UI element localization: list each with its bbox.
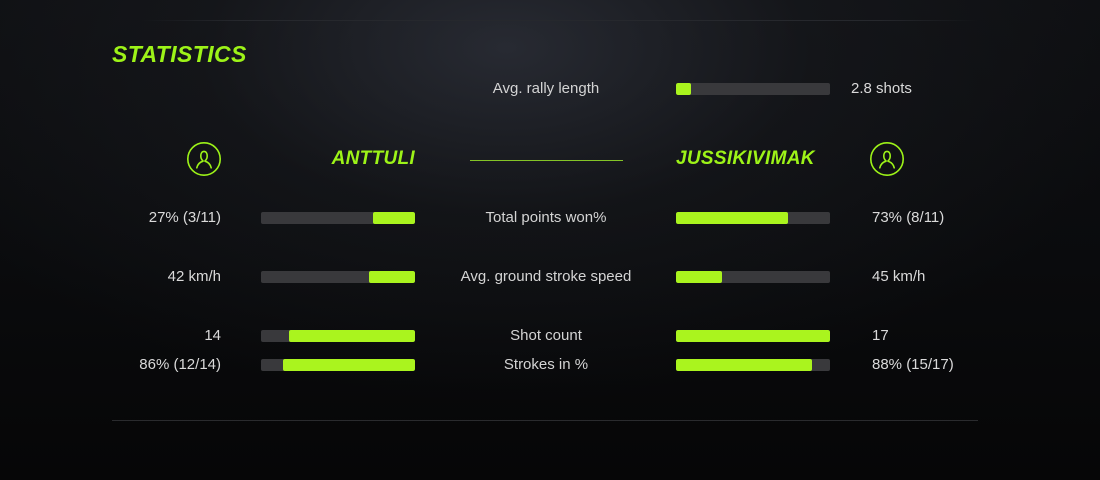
stat-row: 14 Shot count 17 <box>0 324 1100 348</box>
right-stat-bar-fill <box>676 330 830 342</box>
left-stat-bar <box>261 359 415 371</box>
left-stat-bar-fill <box>368 271 415 283</box>
left-stat-value: 27% (3/11) <box>148 209 221 226</box>
left-stat-bar-fill <box>282 359 415 371</box>
players-header-row: ANTTULI JUSSIKIVIMAK <box>0 138 1100 180</box>
left-stat-bar <box>261 212 415 224</box>
rally-length-bar <box>676 83 830 95</box>
right-stat-bar <box>676 212 830 224</box>
right-stat-value: 88% (15/17) <box>872 356 954 373</box>
stat-row: 42 km/h Avg. ground stroke speed 45 km/h <box>0 265 1100 289</box>
stat-row: 27% (3/11) Total points won% 73% (8/11) <box>0 206 1100 230</box>
left-stat-bar <box>261 271 415 283</box>
rally-length-label: Avg. rally length <box>492 80 600 97</box>
vs-divider-line <box>470 160 623 161</box>
left-stat-bar-fill <box>373 212 415 224</box>
right-stat-bar <box>676 330 830 342</box>
player-right-name: JUSSIKIVIMAK <box>676 148 815 169</box>
right-stat-bar-fill <box>676 359 812 371</box>
rally-length-value: 2.8 shots <box>851 80 912 97</box>
right-stat-bar <box>676 359 830 371</box>
top-separator-line <box>142 20 978 21</box>
stat-label: Avg. ground stroke speed <box>460 268 632 285</box>
player-left-name: ANTTULI <box>331 148 415 169</box>
person-circle-icon <box>869 141 905 177</box>
stat-label: Strokes in % <box>503 356 589 373</box>
person-circle-icon <box>186 141 222 177</box>
right-stat-value: 73% (8/11) <box>872 209 945 226</box>
right-stat-bar-fill <box>676 271 723 283</box>
right-stat-bar <box>676 271 830 283</box>
stat-label: Total points won% <box>485 209 607 226</box>
bottom-separator-line <box>112 420 978 421</box>
rally-length-bar-fill <box>676 83 692 95</box>
page-title: STATISTICS <box>112 41 247 67</box>
right-stat-value: 45 km/h <box>872 268 926 285</box>
left-stat-bar <box>261 330 415 342</box>
left-stat-value: 42 km/h <box>167 268 221 285</box>
stat-label: Shot count <box>510 327 582 344</box>
stat-row: 86% (12/14) Strokes in % 88% (15/17) <box>0 353 1100 377</box>
left-stat-value: 86% (12/14) <box>139 356 221 373</box>
right-stat-value: 17 <box>872 327 889 344</box>
left-stat-value: 14 <box>204 327 221 344</box>
left-stat-bar-fill <box>288 330 415 342</box>
rally-length-row: Avg. rally length 2.8 shots <box>0 77 1100 101</box>
right-stat-bar-fill <box>676 212 789 224</box>
